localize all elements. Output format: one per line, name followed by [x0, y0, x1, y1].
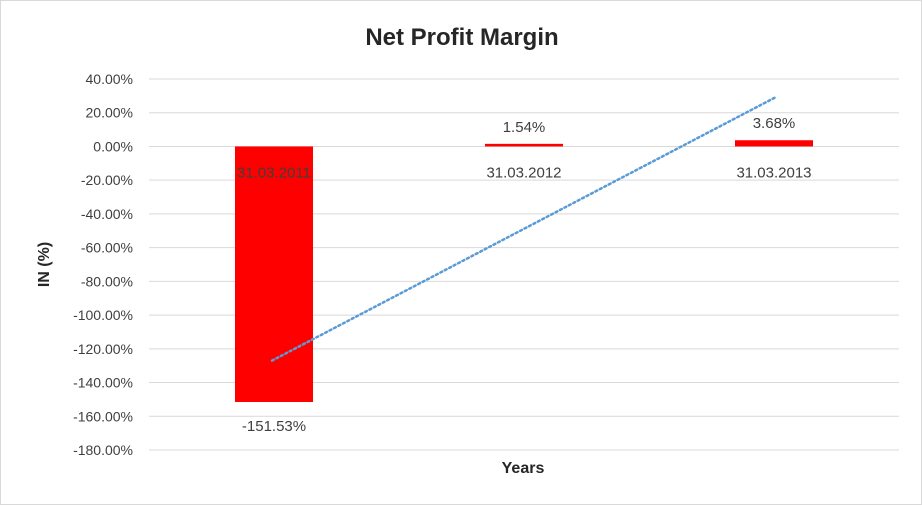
y-tick-label: -60.00%	[81, 240, 133, 256]
bar-31.03.2013	[735, 140, 813, 147]
trendline	[270, 96, 777, 362]
bar-31.03.2012	[485, 143, 563, 147]
y-tick-label: -140.00%	[73, 375, 133, 391]
y-axis-title: IN (%)	[36, 242, 53, 287]
y-tick-label: -80.00%	[81, 273, 133, 289]
y-tick-label: -180.00%	[73, 442, 133, 458]
x-axis-title: Years	[502, 460, 545, 477]
y-tick-label: -20.00%	[81, 172, 133, 188]
y-tick-label: -100.00%	[73, 307, 133, 323]
data-label: 1.54%	[503, 119, 546, 136]
y-tick-label: 20.00%	[86, 105, 133, 121]
y-tick-label: -120.00%	[73, 341, 133, 357]
category-label: 31.03.2013	[736, 164, 811, 181]
data-label: -151.53%	[242, 418, 306, 435]
y-tick-label: -160.00%	[73, 408, 133, 424]
category-label: 31.03.2011	[237, 164, 311, 181]
y-tick-label: 40.00%	[86, 71, 133, 87]
category-label: 31.03.2012	[486, 164, 561, 181]
data-label: 3.68%	[753, 115, 796, 132]
y-tick-label: 0.00%	[93, 138, 133, 154]
y-tick-labels: 40.00% 20.00% 0.00% -20.00% -40.00% -60.00% -8…	[73, 71, 133, 458]
y-tick-label: -40.00%	[81, 206, 133, 222]
bar-31.03.2011	[235, 146, 313, 402]
chart-title: Net Profit Margin	[365, 24, 558, 51]
labels: -151.53% 31.03.2011 1.54% 31.03.2012 3.68% 31…	[237, 115, 812, 435]
trendline-layer	[270, 96, 777, 362]
